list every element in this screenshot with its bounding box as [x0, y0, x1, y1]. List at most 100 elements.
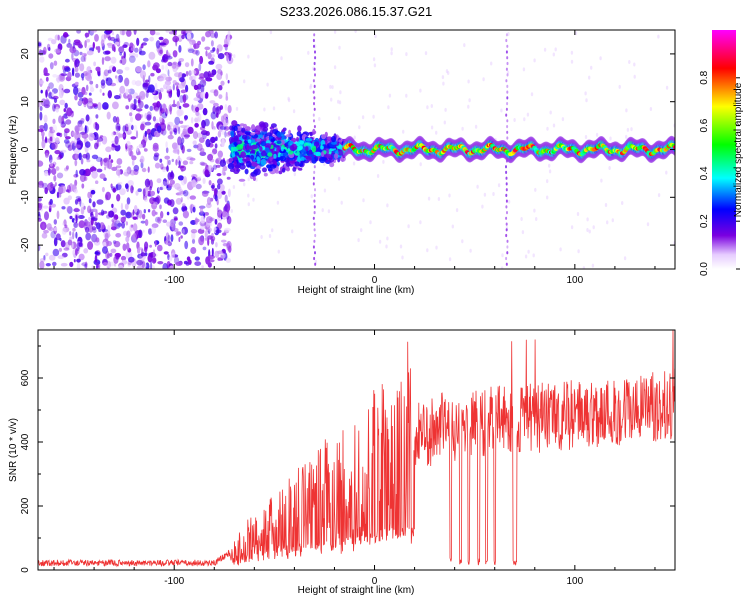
heatmap-cell	[75, 248, 78, 256]
heatmap-cell	[331, 141, 337, 145]
heatmap-cell	[199, 55, 204, 65]
heatmap-cell	[96, 199, 104, 205]
heatmap-cell	[172, 64, 178, 73]
heatmap-cell	[280, 146, 284, 152]
heatmap-cell	[314, 233, 317, 238]
heatmap-cell	[178, 237, 181, 242]
heatmap-cell	[60, 120, 67, 127]
heatmap-cell	[110, 36, 116, 42]
heatmap-cell	[240, 151, 246, 159]
heatmap-cell	[203, 71, 210, 79]
snr-plot-area	[38, 330, 675, 570]
heatmap-cell	[164, 240, 171, 245]
x-tick-label: 0	[372, 275, 378, 286]
heatmap-cell	[257, 157, 261, 165]
heatmap-cell	[277, 249, 280, 254]
heatmap-cell	[144, 246, 148, 253]
heatmap-cell	[114, 95, 121, 100]
heatmap-cell	[78, 152, 82, 161]
heatmap-cell	[190, 69, 197, 75]
heatmap-cell	[170, 170, 174, 178]
heatmap-cell	[505, 38, 508, 43]
heatmap-cell	[173, 128, 178, 135]
heatmap-cell	[96, 137, 104, 142]
heatmap-cell	[280, 139, 285, 146]
heatmap-cell	[85, 232, 92, 241]
heatmap-cell	[552, 52, 555, 57]
heatmap-cell	[186, 191, 190, 200]
heatmap-cell	[44, 104, 50, 108]
heatmap-cell	[147, 84, 155, 93]
heatmap-cell	[135, 80, 142, 87]
heatmap-cell	[178, 160, 181, 167]
heatmap-cell	[554, 47, 557, 52]
heatmap-cell	[376, 174, 380, 178]
heatmap-cell	[43, 255, 46, 261]
heatmap-cell	[399, 244, 403, 249]
heatmap-cell	[125, 183, 129, 190]
heatmap-cell	[604, 203, 608, 207]
heatmap-cell	[165, 51, 171, 56]
heatmap-cell	[268, 234, 272, 238]
heatmap-cell	[160, 211, 164, 219]
heatmap-cell	[64, 167, 69, 172]
heatmap-cell	[54, 150, 61, 155]
heatmap-cell	[130, 47, 135, 51]
heatmap-cell	[148, 51, 156, 60]
heatmap-cell	[182, 128, 187, 137]
heatmap-cell	[224, 204, 228, 212]
heatmap-cell	[162, 219, 168, 223]
heatmap-cell	[53, 219, 57, 225]
heatmap-cell	[202, 132, 207, 140]
heatmap-cell	[242, 158, 246, 162]
heatmap-cell	[63, 139, 70, 144]
heatmap-cell	[320, 145, 324, 150]
heatmap-cell	[90, 30, 98, 33]
heatmap-cell	[244, 168, 249, 175]
heatmap-cell	[38, 244, 41, 252]
colorbar-tick-label: 0.6	[699, 118, 710, 132]
heatmap-cell	[586, 217, 589, 222]
heatmap-cell	[214, 143, 218, 149]
heatmap-cell	[241, 127, 246, 133]
heatmap-cell	[205, 91, 209, 99]
heatmap-cell	[339, 90, 342, 95]
heatmap-cell	[72, 41, 76, 49]
heatmap-cell	[468, 98, 471, 103]
heatmap-cell	[105, 30, 113, 34]
heatmap-cell	[231, 120, 238, 127]
heatmap-cell	[94, 251, 99, 255]
heatmap-cell	[314, 73, 316, 77]
heatmap-cell	[180, 235, 183, 239]
heatmap-cell	[212, 164, 218, 170]
figure-title: S233.2026.086.15.37.G21	[280, 4, 433, 19]
heatmap-cell	[80, 158, 84, 165]
heatmap-cell	[213, 126, 216, 130]
heatmap-cell	[167, 61, 173, 67]
heatmap-cell	[73, 39, 81, 44]
heatmap-cell	[313, 239, 316, 243]
heatmap-cell	[251, 149, 256, 154]
heatmap-cell	[41, 139, 46, 149]
heatmap-cell	[386, 203, 389, 208]
heatmap-cell	[103, 33, 107, 40]
heatmap-cell	[184, 62, 190, 68]
heatmap-cell	[74, 94, 78, 101]
heatmap-cell	[38, 160, 44, 167]
heatmap-cell	[38, 128, 45, 132]
snr-y-axis-title: SNR (10 * v/v)	[8, 418, 19, 482]
heatmap-cell	[40, 221, 47, 231]
heatmap-cell	[407, 224, 410, 229]
heatmap-cell	[204, 230, 208, 239]
heatmap-cell	[133, 205, 138, 213]
heatmap-cell	[73, 208, 80, 213]
heatmap-cell	[240, 162, 245, 166]
heatmap-cell	[665, 170, 668, 175]
heatmap-cell	[505, 233, 508, 238]
heatmap-cell	[405, 93, 408, 98]
heatmap-cell	[82, 153, 88, 159]
heatmap-cell	[294, 161, 300, 167]
heatmap-cell	[144, 219, 149, 226]
heatmap-cell	[137, 188, 142, 193]
heatmap-cell	[71, 142, 76, 151]
